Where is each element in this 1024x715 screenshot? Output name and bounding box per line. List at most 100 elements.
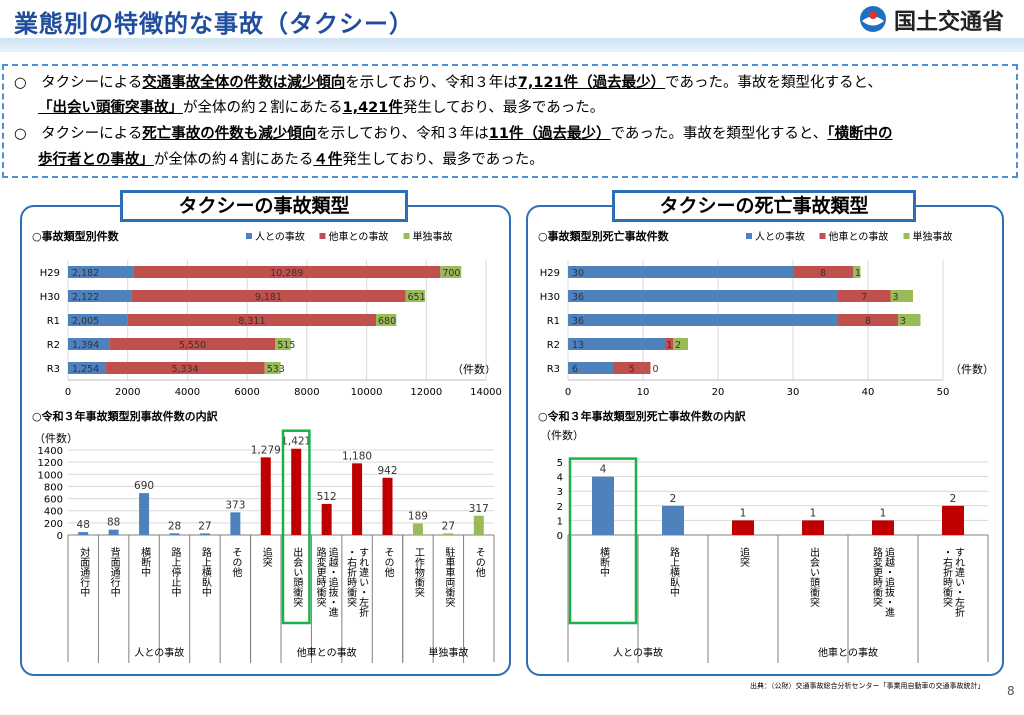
- bar-segment: [568, 266, 793, 278]
- x-tick-label: 12000: [410, 387, 442, 398]
- data-label: 373: [225, 499, 245, 511]
- category-label: R1: [47, 316, 60, 327]
- y-tick-label: 2: [557, 502, 563, 513]
- data-label: 1: [740, 507, 747, 519]
- bar: [592, 476, 614, 535]
- data-label: 5,334: [171, 364, 198, 375]
- chart-subtitle: ○令和３年事故類型別死亡事故件数の内訳: [538, 409, 747, 423]
- bar-segment: [131, 290, 406, 302]
- bar-segment: [898, 314, 921, 326]
- ministry-emblem-icon: [860, 6, 886, 32]
- chart-subtitle: ○事故類型別件数: [32, 229, 120, 243]
- bar-segment: [68, 266, 134, 278]
- bar-segment: [127, 314, 377, 326]
- summary-text: 発生しており、最多であった。: [402, 100, 605, 116]
- bar: [732, 520, 754, 535]
- data-label: 2,005: [72, 316, 99, 327]
- bar-segment: [568, 338, 666, 350]
- data-label: 651: [407, 292, 425, 303]
- bar-segment: [440, 266, 462, 278]
- x-tick-label: 10: [637, 387, 650, 398]
- data-label: 680: [378, 316, 396, 327]
- group-label: 人との事故: [134, 646, 184, 659]
- data-label: 700: [442, 268, 460, 279]
- bar-segment: [568, 290, 838, 302]
- category-label: R2: [547, 340, 560, 351]
- bar: [139, 493, 150, 535]
- summary-emphasis: 7,121件（過去最少）: [517, 75, 666, 91]
- data-label: 2: [675, 340, 681, 351]
- legend-swatch: [246, 233, 252, 239]
- y-tick-label: 600: [44, 495, 63, 506]
- data-label: 5,550: [179, 340, 206, 351]
- highlight-box: [281, 429, 311, 625]
- x-tick-label: 30: [787, 387, 800, 398]
- bar: [260, 457, 271, 535]
- bar: [473, 515, 484, 535]
- x-tick-label: 50: [937, 387, 950, 398]
- x-tick-label: 4000: [175, 387, 200, 398]
- summary-text: を示しており、令和３年は: [345, 75, 518, 91]
- y-tick-label: 1: [557, 516, 563, 527]
- category-label: R2: [47, 340, 60, 351]
- data-label: 942: [377, 465, 397, 477]
- category-label: 出会い頭衝突: [291, 546, 303, 608]
- category-label: 出会い頭衝突: [808, 546, 820, 608]
- bar: [382, 477, 393, 535]
- summary-line-2: 「出会い頭衝突事故」が全体の約２割にあたる1,421件発生しており、最多であった…: [38, 98, 604, 118]
- group-label: 単独事故: [428, 646, 468, 659]
- category-label: 追越・追抜・進: [883, 546, 895, 617]
- summary-text: タクシーによる: [41, 126, 143, 142]
- category-label: 背面通行中: [108, 546, 120, 598]
- bullet: ○: [14, 126, 27, 142]
- y-tick-label: 200: [44, 519, 63, 530]
- highlight-box: [568, 457, 638, 625]
- data-label: 1: [880, 507, 887, 519]
- left-top-chart: ○事故類型別件数 人との事故 他車との事故 単独事故 （件数） 0 2000 4000 6…: [32, 229, 502, 398]
- data-label: 6: [572, 364, 578, 375]
- data-label: 515: [277, 340, 295, 351]
- data-label: 189: [408, 511, 428, 523]
- summary-line-3: ○ タクシーによる死亡事故の件数も減少傾向を示しており、令和３年は11件（過去最…: [14, 124, 893, 144]
- bar-segment: [68, 338, 110, 350]
- data-label: 1,394: [72, 340, 99, 351]
- bar-segment: [613, 362, 651, 374]
- category-label: R3: [547, 364, 560, 375]
- summary-line-4: 歩行者との事故」が全体の約４割にあたる４件発生しており、最多であった。: [38, 150, 544, 170]
- bar-segment: [838, 290, 891, 302]
- summary-text: であった。事故を類型化すると、: [610, 126, 828, 142]
- summary-emphasis: 「横断中の: [827, 126, 893, 142]
- category-label: 横断中: [598, 546, 610, 578]
- category-label: その他: [382, 547, 394, 578]
- category-label: H30: [540, 292, 560, 303]
- data-label: 1,180: [342, 450, 372, 462]
- data-label: 3: [900, 316, 906, 327]
- x-tick-label: 6000: [234, 387, 259, 398]
- data-label: 533: [267, 364, 285, 375]
- category-label: 路変更時衝突: [314, 546, 326, 608]
- bar-segment: [853, 266, 861, 278]
- y-tick-label: 4: [557, 473, 563, 484]
- data-label: 30: [572, 268, 584, 279]
- page-title: 業態別の特徴的な事故（タクシー）: [14, 10, 414, 38]
- bar-segment: [109, 338, 276, 350]
- category-label: 追突: [260, 546, 272, 568]
- unit-label: （件数）: [452, 363, 496, 376]
- y-tick-label: 5: [557, 458, 563, 469]
- bar-segment: [405, 290, 425, 302]
- bar-segment: [68, 290, 132, 302]
- left-panel-title: タクシーの事故類型: [120, 190, 408, 222]
- bar-segment: [68, 362, 106, 374]
- category-label: ・右折時衝突: [941, 547, 953, 608]
- legend: 人との事故 他車との事故 単独事故: [246, 230, 453, 243]
- bar: [872, 520, 894, 535]
- summary-emphasis: 交通事故全体の件数は減少傾向: [142, 75, 346, 91]
- chart-subtitle: ○事故類型別死亡事故件数: [538, 229, 670, 243]
- y-tick-label: 1200: [38, 458, 63, 469]
- category-label: すれ違い・左折: [357, 547, 369, 618]
- x-tick-label: 14000: [470, 387, 502, 398]
- summary-emphasis: 死亡事故の件数も減少傾向: [142, 126, 317, 142]
- legend-swatch: [403, 233, 410, 239]
- legend-label: 他車との事故: [329, 230, 389, 243]
- summary-emphasis: 「出会い頭衝突事故」: [38, 100, 183, 116]
